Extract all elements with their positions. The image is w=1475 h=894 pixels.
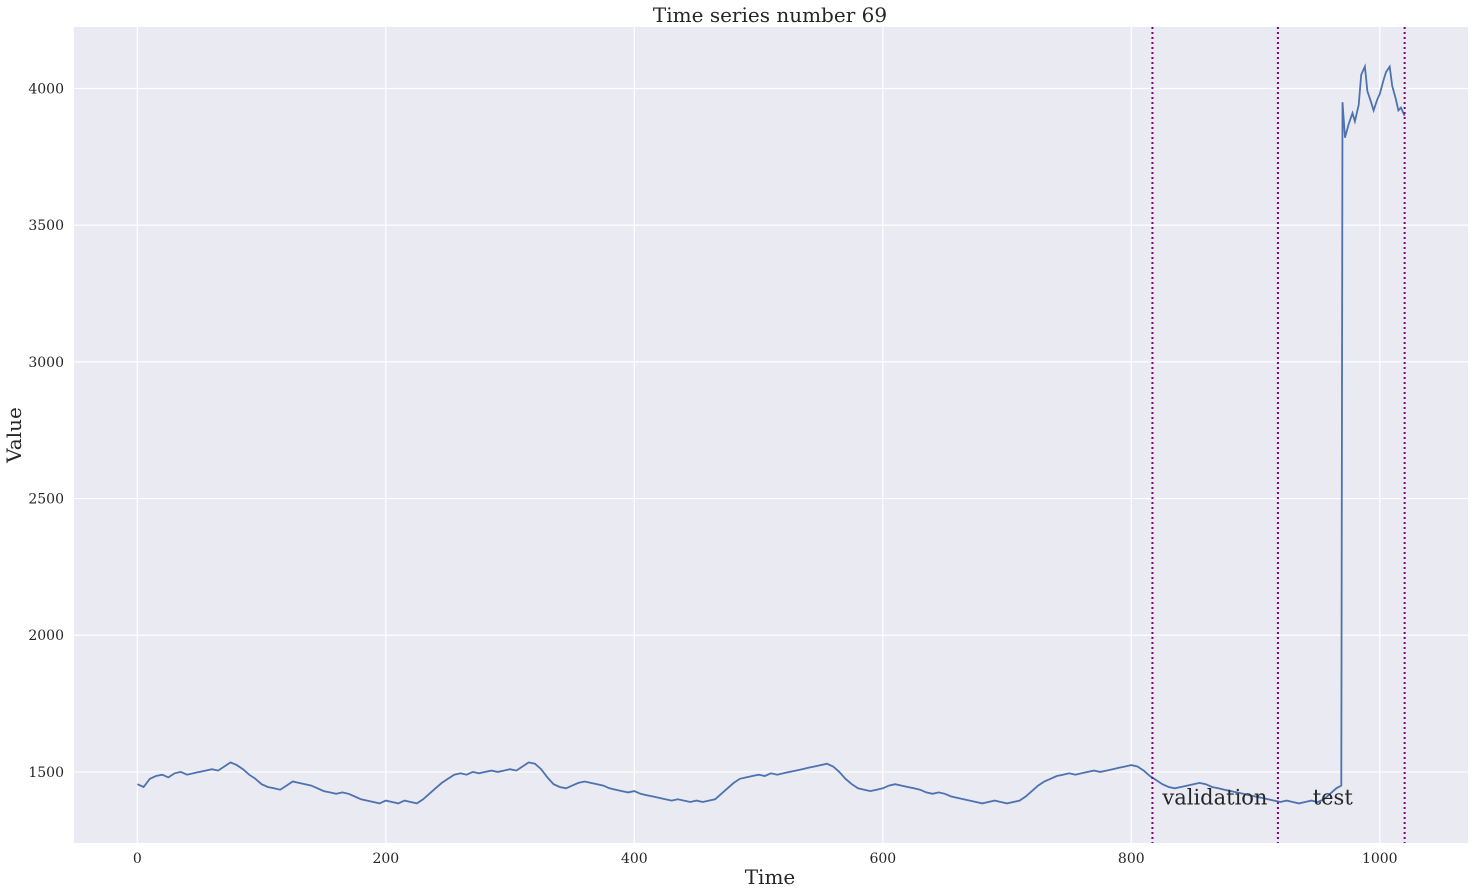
x-axis: 0 200 400 600 800 1000	[133, 851, 1398, 867]
x-tick-label: 0	[133, 851, 142, 867]
grid	[74, 27, 1468, 843]
series-line	[137, 63, 1406, 805]
y-tick-label: 4000	[28, 82, 64, 98]
plot-area	[74, 27, 1468, 843]
y-axis: 1500 2000 2500 3000 3500 4000	[28, 82, 64, 781]
x-tick-label: 200	[372, 851, 399, 867]
split-annotation: test	[1313, 786, 1354, 810]
y-tick-label: 3000	[28, 355, 64, 371]
split-lines	[1151, 27, 1406, 843]
y-tick-label: 1500	[28, 765, 64, 781]
split-annotation: validation	[1161, 786, 1267, 810]
y-tick-label: 3500	[28, 218, 64, 234]
x-tick-label: 400	[621, 851, 648, 867]
x-tick-label: 800	[1118, 851, 1145, 867]
chart-title: Time series number 69	[653, 3, 887, 27]
y-tick-label: 2500	[28, 492, 64, 508]
y-axis-label: Value	[2, 407, 26, 464]
y-tick-label: 2000	[28, 628, 64, 644]
x-tick-label: 600	[869, 851, 896, 867]
x-tick-label: 1000	[1362, 851, 1398, 867]
annotations: validation test	[1161, 786, 1353, 810]
x-axis-label: Time	[745, 865, 796, 889]
